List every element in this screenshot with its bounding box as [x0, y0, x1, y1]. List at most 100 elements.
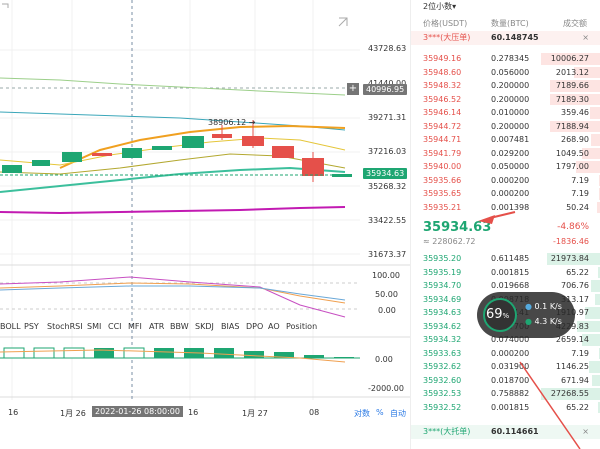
ask-row[interactable]: 35944.71 0.007481 268.90 — [411, 133, 600, 147]
ask-row[interactable]: 35935.21 0.001398 50.24 — [411, 201, 600, 215]
order-book: 2位小数▾ 价格(USDT) 数量(BTC) 成交额 3***(大压单) 60.… — [410, 0, 600, 449]
tab-cci[interactable]: CCI — [108, 322, 122, 331]
change-percent: -4.86% — [557, 222, 589, 232]
ask-qty: 0.001398 — [491, 202, 530, 212]
percent-scale-toggle[interactable]: % — [376, 408, 384, 417]
close-icon[interactable]: × — [582, 33, 589, 42]
bid-row[interactable]: 35932.60 0.018700 671.94 — [411, 374, 600, 388]
bid-total: 65.22 — [566, 402, 589, 412]
ask-qty: 0.000200 — [491, 189, 530, 198]
ask-price: 35944.71 — [423, 135, 462, 144]
ask-row[interactable]: 35940.00 0.050000 1797.00 — [411, 160, 600, 174]
tab-stochrsi[interactable]: StochRSI — [47, 322, 83, 331]
candle — [2, 165, 22, 173]
log-scale-toggle[interactable]: 对数 — [354, 409, 370, 418]
ask-qty: 0.200000 — [491, 94, 530, 104]
time-axis-label: 1月 26 — [60, 409, 86, 418]
last-price-cny: ≈ 228062.72 — [423, 237, 476, 246]
tab-skdj[interactable]: SKDJ — [195, 322, 214, 331]
tab-psy[interactable]: PSY — [24, 322, 39, 331]
ask-total: 7189.30 — [555, 94, 589, 104]
candle — [32, 160, 50, 166]
ask-total: 50.24 — [566, 202, 589, 212]
bid-total: 65.22 — [566, 267, 589, 277]
bid-row[interactable]: 35934.32 0.074000 2659.14 — [411, 333, 600, 347]
col-header-price: 价格(USDT) — [423, 19, 468, 28]
time-axis-label: 16 — [8, 408, 19, 417]
tab-ao[interactable]: AO — [268, 322, 280, 331]
bid-row[interactable]: 35935.20 0.611485 21973.84 — [411, 252, 600, 266]
ma-line-teal-lower — [0, 166, 346, 193]
memory-percent: 69% — [486, 307, 510, 322]
bid-total: 7.19 — [571, 348, 589, 358]
close-icon[interactable]: × — [582, 427, 589, 436]
tab-mfi[interactable]: MFI — [128, 322, 142, 331]
ask-row[interactable]: 35948.60 0.056000 2013.12 — [411, 66, 600, 80]
bid-row[interactable]: 35932.53 0.758882 27268.55 — [411, 387, 600, 401]
bid-price: 35934.70 — [423, 281, 462, 290]
candle — [62, 152, 82, 162]
macd-bar — [304, 355, 324, 358]
collapse-icon — [2, 3, 9, 8]
depth-bar — [581, 147, 600, 159]
chart-area[interactable]: 43728.63 41440.00 40996.95 + 39271.31 37… — [0, 0, 410, 449]
bid-price: 35934.62 — [423, 321, 462, 331]
current-price-tag: 35934.63 — [363, 168, 408, 179]
ask-row[interactable]: 35949.16 0.278345 10006.27 — [411, 52, 600, 66]
chevron-down-icon: ▾ — [452, 2, 457, 11]
ask-price: 35935.66 — [423, 175, 462, 185]
bid-qty: 0.611485 — [491, 254, 530, 263]
ask-row[interactable]: 35944.72 0.200000 7188.94 — [411, 120, 600, 134]
tab-position[interactable]: Position — [286, 322, 318, 331]
ask-price: 35935.65 — [423, 189, 462, 198]
ask-qty: 0.200000 — [491, 81, 530, 90]
ask-row[interactable]: 35946.14 0.010000 359.46 — [411, 106, 600, 120]
bid-row[interactable]: 35934.70 0.019668 706.76 — [411, 279, 600, 293]
change-absolute: -1836.46 — [553, 237, 589, 246]
network-speed-widget[interactable]: 69% ● 0.1 K/s ● 4.3 K/s — [477, 292, 575, 338]
tab-boll[interactable]: BOLL — [0, 322, 21, 331]
ask-row[interactable]: 35948.32 0.200000 7189.66 — [411, 79, 600, 93]
ask-row[interactable]: 35946.52 0.200000 7189.30 — [411, 93, 600, 107]
depth-bar — [582, 334, 600, 346]
bid-row[interactable]: 35932.52 0.001815 65.22 — [411, 401, 600, 415]
bid-qty: 0.031900 — [491, 362, 530, 371]
memory-gauge — [483, 298, 517, 332]
candle — [272, 146, 294, 158]
tab-dpo[interactable]: DPO — [246, 322, 264, 331]
depth-bar — [588, 361, 600, 373]
bid-qty: 0.001815 — [491, 267, 530, 277]
big-ask-row[interactable]: 3***(大压单) 60.148745 × — [411, 31, 600, 45]
macd-bar — [94, 348, 114, 358]
tab-bbw[interactable]: BBW — [170, 322, 189, 331]
tab-atr[interactable]: ATR — [149, 322, 165, 331]
depth-bar — [541, 53, 600, 65]
depth-bar — [598, 401, 600, 413]
bid-qty: 0.019668 — [491, 281, 530, 290]
chart-canvas[interactable] — [0, 0, 410, 449]
auto-scale-toggle[interactable]: 自动 — [390, 409, 406, 418]
bid-row[interactable]: 35935.19 0.001815 65.22 — [411, 266, 600, 280]
bid-qty: 0.758882 — [491, 389, 530, 398]
bid-qty: 0.018700 — [491, 375, 530, 385]
decimals-dropdown[interactable]: 2位小数▾ — [423, 2, 457, 11]
bid-row[interactable]: 35932.62 0.031900 1146.25 — [411, 360, 600, 374]
ask-qty: 0.056000 — [491, 67, 530, 77]
time-axis-label: 1月 27 — [242, 409, 268, 418]
ask-price: 35944.72 — [423, 121, 462, 131]
indicator-axis-label: 100.00 — [372, 271, 400, 280]
macd-bar — [154, 348, 174, 358]
macd-axis-label: 0.00 — [375, 355, 393, 364]
ask-row[interactable]: 35941.79 0.029200 1049.50 — [411, 147, 600, 161]
big-bid-row[interactable]: 3***(大托单) 60.114661 × — [411, 425, 600, 439]
candle — [152, 146, 172, 150]
tab-smi[interactable]: SMI — [87, 322, 102, 331]
depth-bar — [591, 134, 600, 146]
tab-bias[interactable]: BIAS — [221, 322, 240, 331]
stoch-line-orange — [0, 282, 346, 304]
stoch-line-blue — [0, 285, 346, 301]
crosshair-price-tag: 40996.95 — [363, 84, 408, 95]
add-alert-button[interactable]: + — [347, 83, 359, 95]
ask-total: 7.19 — [571, 175, 589, 185]
last-price: 35934.63 — [423, 220, 492, 235]
